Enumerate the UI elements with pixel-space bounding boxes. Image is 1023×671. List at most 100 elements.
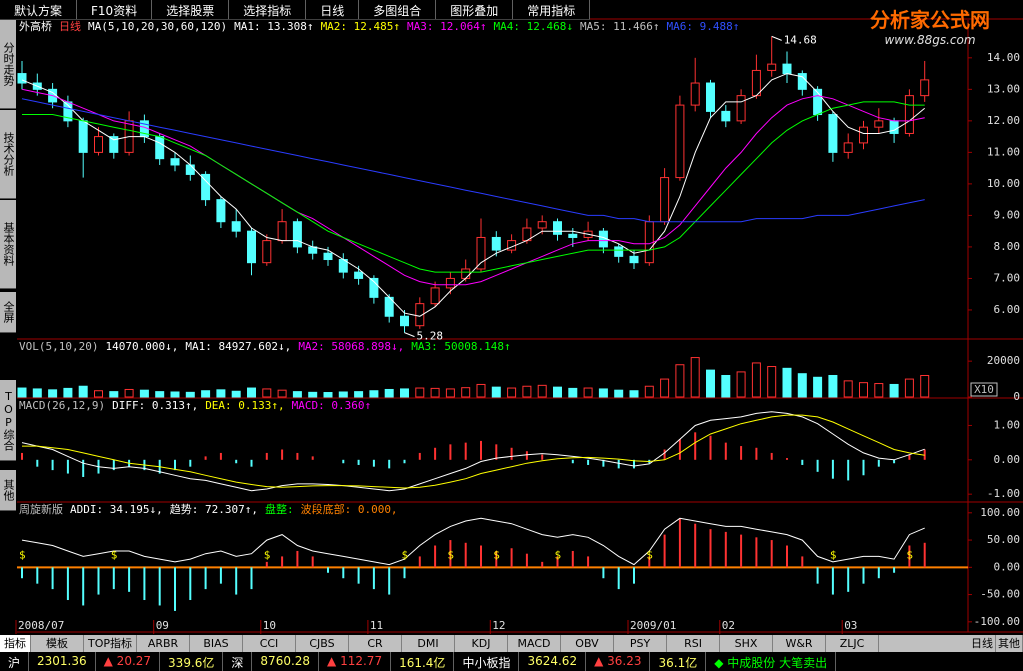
header-item: 日线 [59,19,81,33]
toolbar-button[interactable]: 图形叠加 [436,0,514,19]
indicator-tab[interactable]: KDJ [455,635,508,652]
indicator-tab[interactable]: SHX [720,635,773,652]
toolbar-button[interactable]: 常用指标 [513,0,591,19]
x-tick-label: 02 [722,619,735,632]
candle-body [874,120,884,128]
indicator-tab[interactable]: OBV [561,635,614,652]
volume-bar [323,392,333,398]
status-item: 161.4亿 [391,652,455,671]
volume-bar [292,391,302,398]
period-tab[interactable]: 其他 [996,635,1023,652]
side-tab[interactable]: 全屏 [0,292,16,333]
volume-bar [384,388,394,398]
toolbar-button[interactable]: 日线 [306,0,360,19]
indicator-tab[interactable]: RSI [667,635,720,652]
ma-line [21,88,925,286]
indicator-tab[interactable]: PSY [614,635,667,652]
side-tab[interactable]: 其他 [0,470,16,511]
indicator-tab[interactable]: 指标 [0,635,31,652]
header-item: MACD: 0.360↑ [292,399,371,412]
period-tab[interactable]: 日线 [969,635,996,652]
volume-bar [48,389,58,398]
status-item: ▲ 112.77 [319,652,392,671]
candle-body [904,95,914,134]
header-item: 盘整: [265,502,294,516]
indicator-tab[interactable]: TOP指标 [84,635,137,652]
toolbar-button[interactable]: 多图组合 [359,0,437,19]
ma-line [21,73,926,317]
high-label: 14.68 [784,33,817,46]
volume-bar [537,384,547,398]
low-label: 5.28 [417,330,444,343]
side-tab[interactable]: 分时走势 [0,20,16,109]
header-item: 波段底部: 0.000, [301,502,398,516]
candle-body [262,240,272,264]
candle-body [430,287,440,305]
volume-bar [109,391,119,398]
logo-url: www.88gs.com [884,33,976,47]
status-item: 中小板指 [454,652,520,671]
indicator-tab[interactable]: MACD [508,635,561,652]
header-item: MACD(26,12,9) [19,399,105,412]
header-item: MA5: 11.466↑ [580,20,659,33]
signal-marker: $ [447,548,454,561]
volume-bar [629,390,639,398]
indicator-tab[interactable]: CR [349,635,402,652]
candle-body [369,277,379,298]
candle-body [629,255,639,264]
candle-body [767,63,777,71]
candle-body [736,95,746,122]
volume-bar [247,387,256,398]
toolbar-button[interactable]: 默认方案 [0,0,78,19]
volume-bar [354,391,364,398]
volume-bar [644,385,654,398]
panel-header: VOL(5,10,20) 14070.000↓, MA1: 84927.602↓, M… [19,340,511,353]
candle-body [461,268,471,279]
side-tab[interactable]: 基本资料 [0,200,16,289]
candle-body [201,173,211,201]
toolbar-button[interactable]: F10资料 [77,0,153,19]
toolbar-button[interactable]: 选择指标 [229,0,307,19]
side-tab[interactable]: TOP综合 [0,380,16,461]
indicator-tab[interactable]: ARBR [137,635,190,652]
indicator-line [21,411,925,492]
header-item: MA4: 12.468↓ [494,20,573,33]
indicator-tab[interactable]: ZLJC [826,635,879,652]
status-item: 3624.62 [519,652,587,671]
status-item: 2301.36 [29,652,96,671]
volume-bar [415,387,425,398]
candle-body [292,221,302,248]
volume-bar [522,385,532,398]
candle-body [415,303,425,327]
candle-body [859,126,868,144]
volume-bar [859,382,868,398]
toolbar-button[interactable]: 选择股票 [152,0,230,19]
volume-bar [889,383,899,398]
volume-bar [430,387,440,398]
x-tick-label: 03 [844,619,857,632]
x-tick-label: 09 [156,619,169,632]
indicator-tab[interactable]: BIAS [190,635,243,652]
y-tick-label: 50.00 [987,533,1020,546]
volume-bar [874,383,884,398]
volume-bar [583,387,593,398]
volume-bar [262,388,272,398]
y-tick-label: 13.00 [987,82,1020,95]
candle-body [843,142,853,153]
y-tick-label: 7.00 [994,271,1021,284]
indicator-tab[interactable]: CCI [243,635,296,652]
side-tab[interactable]: 技术分析 [0,110,16,199]
logo: 分析家公式网 www.88gs.com [870,4,990,47]
pointer [771,35,782,41]
indicator-tab[interactable]: 模板 [31,635,84,652]
candle-body [277,221,287,242]
panel-header: 外高桥 日线 MA(5,10,20,30,60,120) MA1: 13.308↑ MA… [19,19,739,33]
indicator-tab[interactable]: CJBS [296,635,349,652]
signal-marker: $ [493,548,500,561]
indicator-tab[interactable]: W&R [773,635,826,652]
header-item: DIFF: 0.313↑, [112,399,198,412]
indicator-tab[interactable]: DMI [402,635,455,652]
signal-marker: $ [111,548,118,561]
volume-bar [721,374,731,398]
